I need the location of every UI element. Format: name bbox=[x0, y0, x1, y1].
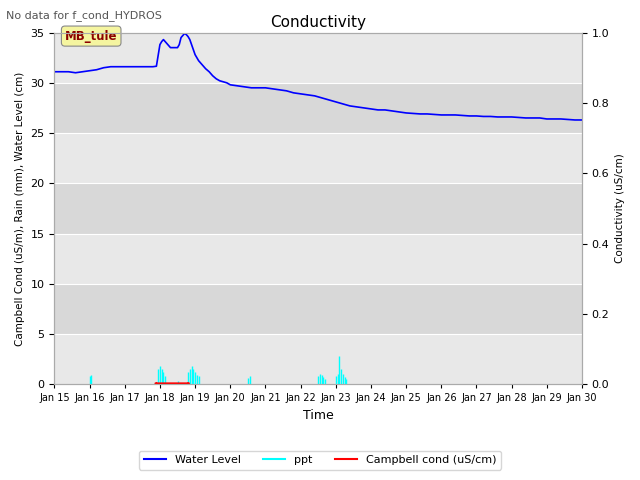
Legend: Water Level, ppt, Campbell cond (uS/cm): Water Level, ppt, Campbell cond (uS/cm) bbox=[140, 451, 500, 469]
Text: MB_tule: MB_tule bbox=[65, 30, 118, 43]
Bar bbox=[54, 133, 582, 183]
Title: Conductivity: Conductivity bbox=[270, 15, 366, 30]
Bar bbox=[54, 183, 582, 233]
X-axis label: Time: Time bbox=[303, 409, 333, 422]
Text: No data for f_cond_HYDROS: No data for f_cond_HYDROS bbox=[6, 10, 163, 21]
Bar bbox=[54, 33, 582, 83]
Y-axis label: Campbell Cond (uS/m), Rain (mm), Water Level (cm): Campbell Cond (uS/m), Rain (mm), Water L… bbox=[15, 71, 25, 346]
Bar bbox=[54, 334, 582, 384]
Bar bbox=[54, 233, 582, 284]
Y-axis label: Conductivity (uS/cm): Conductivity (uS/cm) bbox=[615, 154, 625, 263]
Bar bbox=[54, 83, 582, 133]
Bar bbox=[54, 284, 582, 334]
